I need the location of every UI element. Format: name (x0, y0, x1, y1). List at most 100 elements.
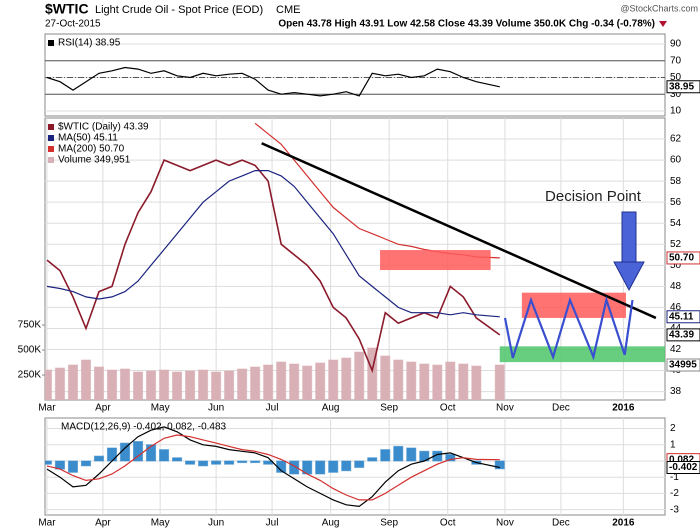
decision-arrow (613, 211, 645, 292)
legend-label: RSI(14) 38.95 (58, 38, 121, 49)
bar (445, 361, 456, 400)
bar (367, 457, 378, 462)
annotation-text: Decision Point (545, 188, 642, 205)
bar (328, 460, 339, 473)
x-tick-label: Mar (38, 518, 56, 529)
x-tick-label: Dec (552, 403, 570, 414)
x-tick-label: Nov (496, 518, 514, 529)
bar (380, 449, 391, 462)
bar (67, 364, 79, 400)
bar (211, 371, 222, 400)
bar (263, 364, 274, 400)
exchange: CME (276, 4, 300, 16)
value-tag (666, 80, 700, 94)
bar (93, 366, 105, 400)
x-tick-label: Sep (380, 518, 398, 529)
bar (237, 368, 248, 400)
trend-line (261, 142, 657, 320)
y-tick-label: 1 (670, 439, 676, 450)
bar (328, 359, 339, 400)
y2-tick-label: 500K (18, 345, 42, 356)
series-line (46, 159, 501, 374)
instrument-name: Light Crude Oil - Spot Price (EOD) (95, 4, 263, 16)
series-line (46, 426, 500, 508)
bar (250, 460, 261, 464)
y-tick-label: -3 (670, 504, 679, 515)
bar (250, 366, 261, 400)
bar (302, 365, 313, 400)
x-tick-label: Oct (440, 518, 456, 529)
bar (458, 363, 469, 400)
y-tick-label: 38 (670, 386, 682, 397)
arrow-body (621, 211, 637, 263)
y-tick-label: 60 (670, 155, 682, 166)
bar (80, 359, 92, 400)
bar (198, 369, 209, 400)
y-tick-label: -1 (670, 472, 679, 483)
y-tick-label: 42 (670, 344, 682, 355)
x-tick-label: Dec (552, 518, 570, 529)
y-tick-label: 90 (670, 39, 682, 50)
legend-swatch (48, 124, 54, 130)
bar (315, 460, 326, 475)
bar (145, 370, 157, 400)
bar (367, 347, 378, 400)
bar (445, 453, 456, 462)
projection-line (503, 295, 634, 361)
bar (393, 359, 404, 400)
x-tick-label: Jun (208, 403, 224, 414)
legend-swatch (48, 157, 54, 163)
bar (380, 355, 391, 400)
bar (67, 460, 79, 473)
y-tick-label: 56 (670, 197, 682, 208)
legend-label: $WTIC (Daily) 43.39 (58, 122, 149, 133)
x-tick-label: 2016 (612, 403, 635, 414)
bar (211, 460, 222, 465)
value-tag-label: 38.95 (669, 81, 694, 92)
price-zone (380, 250, 491, 271)
bar (406, 447, 417, 462)
bar (471, 365, 482, 400)
bar (198, 460, 209, 467)
x-tick-label: May (151, 518, 170, 529)
x-tick-label: May (151, 403, 170, 414)
legend-label: MA(50) 45.11 (58, 133, 118, 144)
y-tick-label: 58 (670, 176, 682, 187)
bar (80, 460, 92, 467)
bar (354, 351, 365, 400)
x-tick-label: Aug (322, 403, 340, 414)
x-tick-label: 2016 (612, 518, 635, 529)
y-tick-label: 46 (670, 302, 682, 313)
y2-tick-label: 750K (18, 320, 42, 331)
date: 27-Oct-2015 (45, 19, 101, 30)
legend-swatch (48, 146, 54, 152)
panel-frame (44, 417, 666, 516)
value-tag (666, 310, 700, 324)
legend-swatch (48, 40, 54, 46)
series-group (46, 66, 500, 97)
value-tag (666, 461, 700, 475)
bar (289, 460, 300, 475)
x-tick-label: Nov (496, 403, 514, 414)
value-tag-label: 45.11 (669, 311, 694, 322)
y-tick-label: 48 (670, 281, 682, 292)
y-tick-label: 70 (670, 55, 682, 66)
bar (159, 449, 170, 462)
bar (119, 368, 131, 400)
bar (185, 370, 196, 400)
panel-frame (44, 33, 666, 117)
y-tick-label: 30 (670, 89, 682, 100)
bar (132, 441, 144, 462)
series-line (46, 66, 500, 97)
bar (276, 361, 287, 400)
value-tag-label: 34995 (669, 360, 697, 371)
series-line (46, 170, 500, 318)
bar (45, 460, 53, 465)
x-tick-label: Oct (440, 403, 456, 414)
y-tick-label: 50 (670, 260, 682, 271)
y-tick-label: 50 (670, 72, 682, 83)
bar (494, 364, 505, 400)
series-group (45, 122, 665, 400)
y-tick-label: 10 (670, 106, 682, 117)
